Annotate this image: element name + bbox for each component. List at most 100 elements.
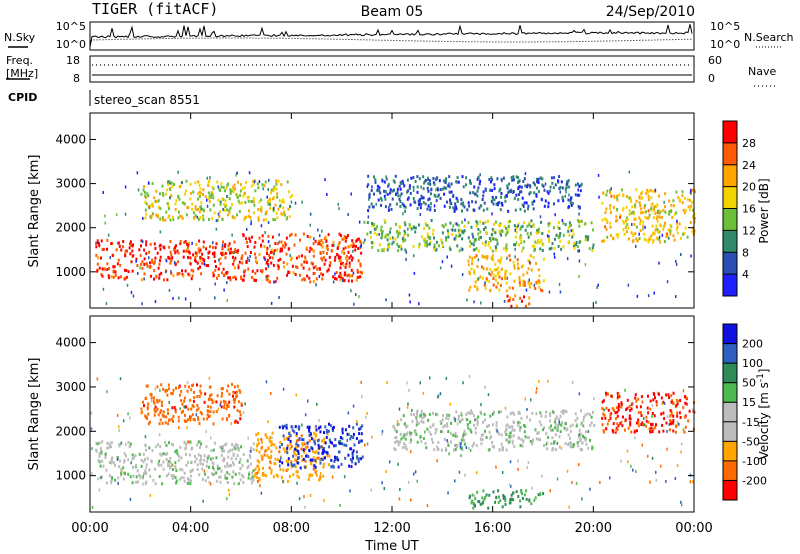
- heatmap-cell: [196, 404, 199, 407]
- heatmap-cell: [523, 177, 526, 181]
- heatmap-cell: [500, 201, 503, 205]
- heatmap-cell: [612, 236, 614, 240]
- heatmap-cell: [538, 285, 541, 289]
- heatmap-cell: [153, 277, 155, 281]
- heatmap-cell: [241, 254, 244, 258]
- heatmap-cell: [148, 468, 151, 472]
- heatmap-cell: [684, 196, 686, 200]
- heatmap-cell: [170, 253, 173, 257]
- heatmap-cell: [405, 433, 408, 436]
- heatmap-cell: [207, 476, 210, 479]
- scatter-echo: [676, 464, 679, 468]
- heatmap-cell: [606, 422, 609, 426]
- heatmap-cell: [347, 279, 350, 283]
- heatmap-cell: [401, 202, 404, 206]
- scatter-echo: [501, 179, 503, 183]
- scatter-echo: [235, 173, 237, 177]
- scatter-echo: [158, 433, 161, 437]
- heatmap-cell: [198, 473, 201, 477]
- scatter-echo: [267, 420, 269, 424]
- scatter-echo: [272, 206, 275, 210]
- heatmap-cell: [567, 226, 570, 230]
- scatter-echo: [195, 413, 198, 417]
- heatmap-cell: [167, 255, 170, 259]
- heatmap-cell: [183, 479, 186, 483]
- heatmap-cell: [228, 400, 231, 404]
- heatmap-cell: [181, 402, 184, 406]
- scatter-echo: [626, 449, 629, 453]
- heatmap-cell: [575, 243, 577, 247]
- heatmap-cell: [238, 410, 241, 414]
- heatmap-cell: [149, 204, 152, 208]
- heatmap-cell: [298, 255, 301, 259]
- heatmap-cell: [182, 249, 185, 253]
- scatter-echo: [253, 180, 256, 184]
- heatmap-cell: [239, 413, 242, 417]
- heatmap-cell: [154, 482, 157, 486]
- heatmap-cell: [655, 224, 658, 228]
- heatmap-cell: [254, 240, 257, 244]
- heatmap-cell: [608, 207, 611, 211]
- heatmap-cell: [626, 223, 629, 227]
- freq-label-1: Freq.: [6, 54, 33, 67]
- heatmap-cell: [488, 430, 491, 434]
- heatmap-cell: [321, 277, 324, 281]
- scatter-echo: [236, 171, 238, 175]
- heatmap-cell: [171, 256, 174, 260]
- heatmap-cell: [183, 399, 186, 403]
- scatter-echo: [350, 192, 352, 196]
- heatmap-cell: [177, 419, 180, 423]
- scatter-echo: [226, 298, 228, 302]
- heatmap-cell: [306, 445, 309, 449]
- heatmap-cell: [233, 240, 236, 244]
- heatmap-cell: [262, 473, 265, 477]
- heatmap-cell: [178, 477, 181, 481]
- scatter-echo: [510, 484, 512, 488]
- heatmap-cell: [490, 257, 493, 261]
- scatter-echo: [227, 488, 230, 492]
- scatter-echo: [331, 475, 334, 479]
- heatmap-cell: [367, 183, 370, 187]
- heatmap-cell: [628, 212, 631, 216]
- heatmap-cell: [202, 215, 205, 219]
- heatmap-cell: [509, 190, 512, 194]
- heatmap-cell: [491, 440, 494, 444]
- heatmap-cell: [254, 252, 256, 256]
- scatter-echo: [360, 380, 362, 384]
- heatmap-cell: [305, 446, 308, 449]
- scatter-echo: [406, 405, 409, 409]
- heatmap-cell: [226, 184, 229, 187]
- heatmap-cell: [267, 456, 270, 460]
- heatmap-cell: [185, 443, 188, 446]
- heatmap-cell: [479, 275, 482, 279]
- heatmap-cell: [174, 476, 177, 480]
- heatmap-cell: [341, 277, 344, 281]
- heatmap-cell: [520, 240, 522, 244]
- heatmap-cell: [330, 465, 333, 469]
- heatmap-cell: [270, 261, 273, 265]
- heatmap-cell: [197, 416, 199, 420]
- heatmap-cell: [341, 237, 344, 241]
- heatmap-cell: [564, 442, 567, 445]
- heatmap-cell: [455, 410, 458, 414]
- heatmap-cell: [157, 443, 159, 447]
- heatmap-cell: [528, 296, 531, 300]
- heatmap-cell: [242, 481, 245, 485]
- heatmap-cell: [368, 205, 371, 209]
- heatmap-cell: [600, 239, 603, 243]
- heatmap-cell: [480, 235, 482, 239]
- scatter-echo: [119, 377, 122, 381]
- heatmap-cell: [412, 244, 415, 248]
- heatmap-cell: [564, 187, 567, 191]
- heatmap-cell: [538, 280, 541, 284]
- heatmap-cell: [323, 437, 326, 441]
- heatmap-cell: [473, 272, 476, 276]
- heatmap-cell: [289, 195, 292, 199]
- scatter-echo: [278, 296, 280, 299]
- heatmap-cell: [160, 409, 163, 413]
- heatmap-cell: [190, 277, 193, 281]
- heatmap-cell: [491, 249, 494, 253]
- heatmap-cell: [106, 247, 108, 251]
- scatter-echo: [643, 423, 646, 427]
- heatmap-cell: [328, 422, 330, 426]
